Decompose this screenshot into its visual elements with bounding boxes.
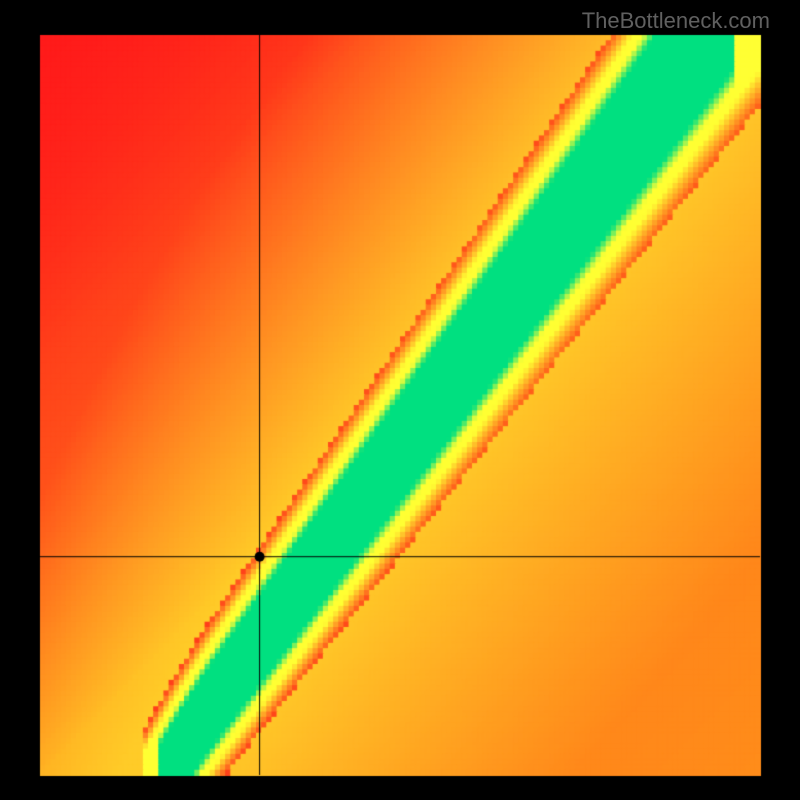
chart-container: TheBottleneck.com [0,0,800,800]
heatmap-canvas [0,0,800,800]
watermark-text: TheBottleneck.com [582,8,770,34]
